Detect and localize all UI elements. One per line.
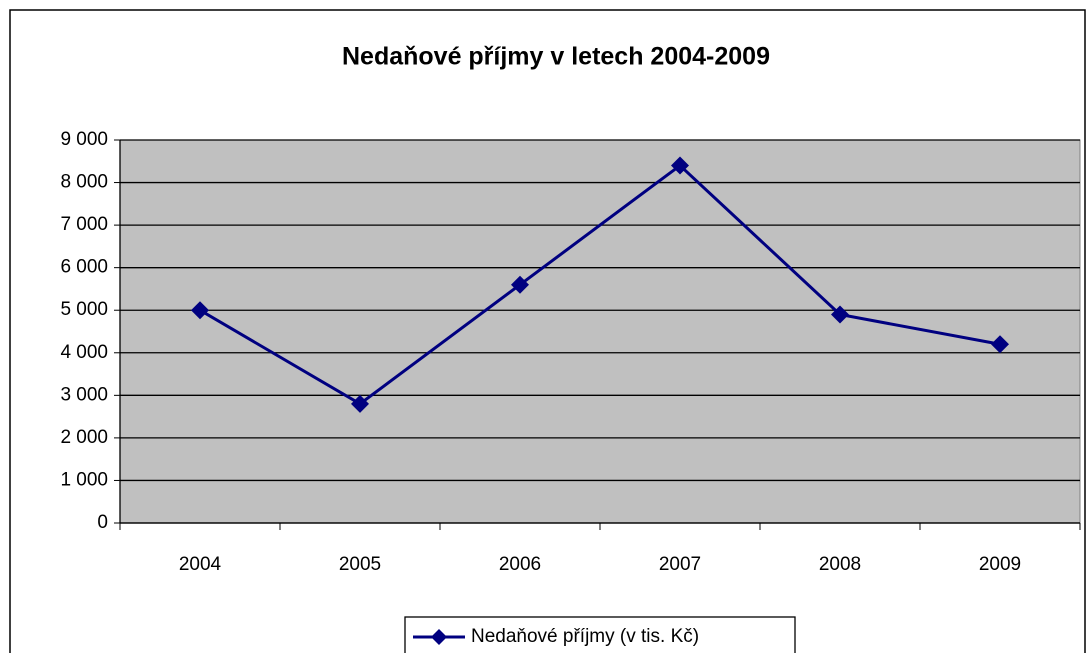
x-tick-label: 2004 — [179, 554, 222, 575]
point-marker — [191, 301, 209, 320]
plot-area — [119, 139, 1081, 524]
y-tick-label: 2 000 — [60, 427, 108, 448]
x-tick-label: 2007 — [659, 554, 701, 575]
y-tick-label: 4 000 — [60, 342, 108, 363]
point-marker — [351, 394, 369, 413]
legend-box — [404, 616, 796, 653]
y-tick-label: 9 000 — [60, 129, 108, 150]
series-line — [199, 163, 1001, 406]
y-tick-label: 8 000 — [60, 172, 108, 193]
point-marker — [671, 156, 689, 175]
chart-title: Nedaňové příjmy v letech 2004-2009 — [342, 43, 770, 71]
x-tick-label: 2005 — [339, 554, 381, 575]
y-tick-label: 3 000 — [60, 384, 108, 405]
legend-marker — [431, 629, 447, 645]
y-tick-label: 7 000 — [60, 214, 108, 235]
x-tick-label: 2006 — [499, 554, 541, 575]
y-tick-label: 5 000 — [60, 299, 108, 320]
point-marker — [991, 335, 1009, 354]
y-tick-label: 0 — [97, 512, 108, 533]
x-tick-label: 2009 — [979, 554, 1021, 575]
y-tick-label: 1 000 — [60, 469, 108, 490]
point-marker — [511, 275, 529, 294]
y-tick-label: 6 000 — [60, 257, 108, 278]
legend-label: Nedaňové příjmy (v tis. Kč) — [471, 626, 699, 647]
point-marker — [831, 305, 849, 324]
x-tick-label: 2008 — [819, 554, 861, 575]
